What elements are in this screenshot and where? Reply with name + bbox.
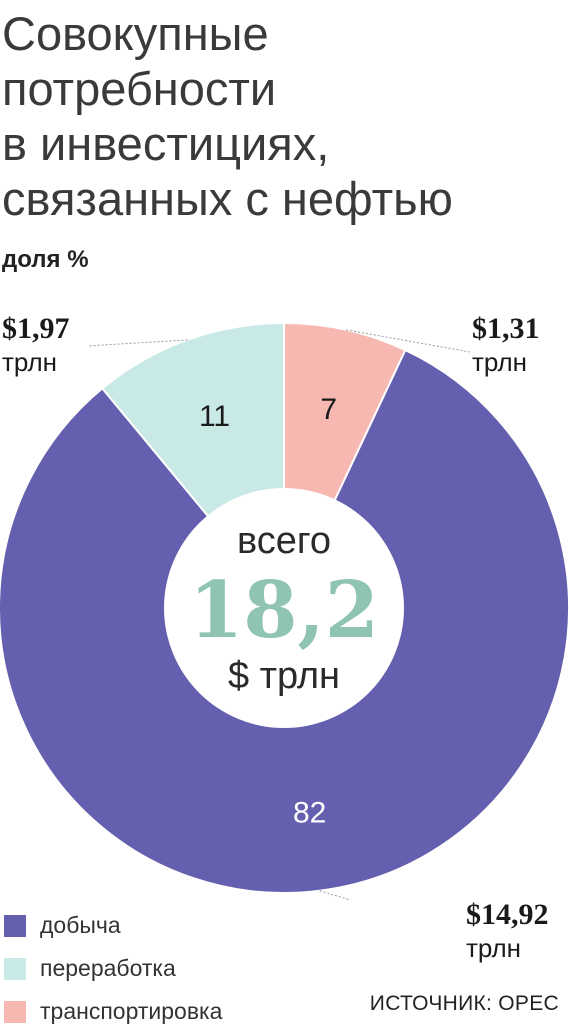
callout-amount: $1,31 <box>472 312 540 345</box>
donut-chart: 7 82 11 всего 18,2 $ трлн <box>0 321 569 900</box>
callout-unit: трлн <box>466 933 522 963</box>
callout-transport: $1,31 трлн <box>472 312 540 378</box>
callout-refining: $1,97 трлн <box>2 312 70 378</box>
legend-label: переработка <box>40 955 176 981</box>
chart-title: Совокупные потребности в инвестициях, св… <box>2 6 562 226</box>
slice-value-label: 82 <box>293 796 326 829</box>
title-line: потребности <box>2 62 277 115</box>
callout-unit: трлн <box>2 347 58 377</box>
center-unit: $ трлн <box>228 655 340 697</box>
legend: добыча переработка транспортировка <box>4 904 222 1033</box>
slice-labels: 7 82 11 <box>199 393 337 829</box>
legend-item-production: добыча <box>4 904 222 947</box>
leader-line <box>87 339 188 347</box>
legend-label: транспортировка <box>40 998 223 1024</box>
leader-line <box>346 329 471 353</box>
legend-label: добыча <box>40 912 121 938</box>
legend-item-transport: транспортировка <box>4 990 222 1033</box>
legend-swatch <box>4 1000 26 1023</box>
title-line: Совокупные <box>2 7 269 60</box>
donut-hole <box>164 488 404 728</box>
callout-amount: $14,92 <box>466 898 549 931</box>
leader-line <box>319 890 352 900</box>
legend-swatch <box>4 957 26 980</box>
legend-swatch <box>4 914 26 937</box>
chart-subtitle: доля % <box>2 246 89 273</box>
title-line: связанных с нефтью <box>2 172 453 225</box>
callout-amount: $1,97 <box>2 312 70 345</box>
callout-production: $14,92 трлн <box>466 898 549 964</box>
slice-value-label: 11 <box>199 400 230 433</box>
center-value: 18,2 <box>189 565 379 656</box>
title-line: в инвестициях, <box>2 117 330 170</box>
source-note: ИСТОЧНИК: OPEC <box>369 992 559 1015</box>
leader-lines <box>87 329 471 900</box>
center-label: всего <box>237 520 331 562</box>
callout-unit: трлн <box>472 347 528 377</box>
slice-value-label: 7 <box>320 393 337 426</box>
legend-item-refining: переработка <box>4 947 222 990</box>
